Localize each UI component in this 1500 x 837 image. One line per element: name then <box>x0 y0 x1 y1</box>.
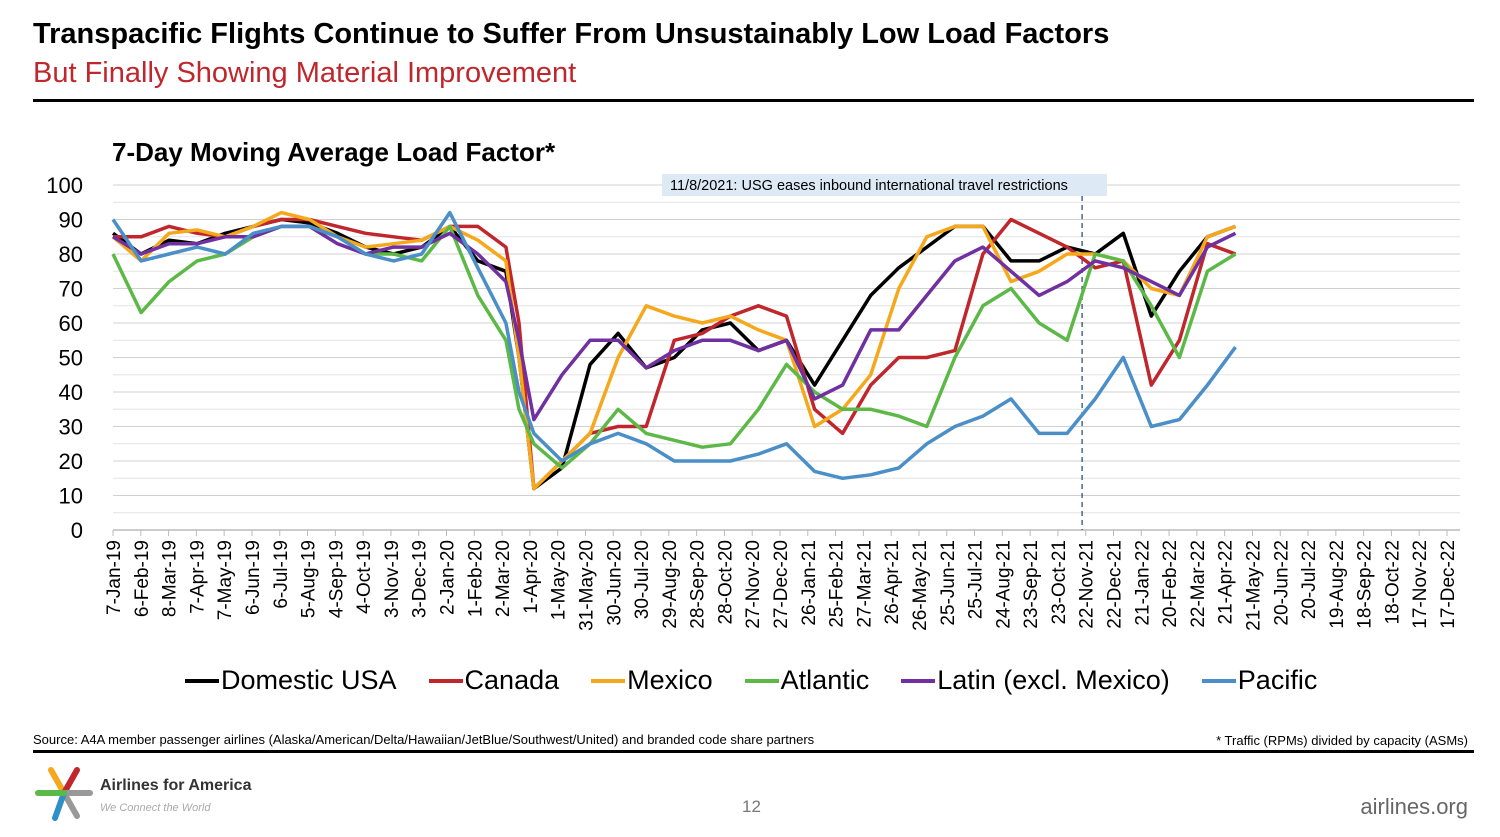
series-line-canada <box>113 217 1237 491</box>
legend-swatch <box>744 678 779 683</box>
x-tick-label: 3-Dec-19 <box>410 540 431 618</box>
x-tick-label: 30-Jun-20 <box>604 540 625 626</box>
x-tick-label: 26-Apr-21 <box>882 540 903 625</box>
website-link[interactable]: airlines.org <box>1360 794 1468 819</box>
y-tick-label: 60 <box>59 311 83 336</box>
x-tick-label: 17-Nov-22 <box>1410 540 1431 629</box>
series-line-mexico <box>111 210 1237 491</box>
x-tick-label: 2-Mar-20 <box>493 540 514 617</box>
footnote: * Traffic (RPMs) divided by capacity (AS… <box>1216 733 1468 748</box>
x-tick-label: 20-Jun-22 <box>1271 540 1292 626</box>
x-tick-label: 7-May-19 <box>215 540 236 620</box>
x-tick-label: 1-Apr-20 <box>521 540 542 614</box>
line-chart: 0 10 20 30 40 50 60 70 80 90 100 7-Jan-19 6-Feb-19 8-… <box>46 173 1460 631</box>
x-tick-label: 1-May-20 <box>549 540 570 620</box>
x-tick-label: 6-Feb-19 <box>132 540 153 617</box>
x-tick-label: 23-Sep-21 <box>1021 540 1042 629</box>
x-tick-label: 27-Dec-20 <box>771 540 792 629</box>
slide-subtitle: But Finally Showing Material Improvement <box>33 57 577 89</box>
x-tick-label: 8-Mar-19 <box>160 540 181 617</box>
legend-label: Domestic USA <box>221 665 397 695</box>
annotation-box <box>662 174 1107 196</box>
legend-item: Domestic USA <box>185 665 397 696</box>
y-tick-label: 20 <box>59 449 83 474</box>
x-tick-label: 2-Jan-20 <box>438 540 459 615</box>
x-tick-label: 21-Apr-22 <box>1216 540 1237 625</box>
legend-item: Latin (excl. Mexico) <box>901 665 1170 696</box>
x-tick-label: 26-Jan-21 <box>799 540 820 626</box>
x-tick-label: 4-Oct-19 <box>354 540 375 614</box>
x-tick-label: 18-Oct-22 <box>1382 540 1403 624</box>
x-tick-label: 17-Dec-22 <box>1438 540 1459 629</box>
y-tick-label: 30 <box>59 415 83 440</box>
brand-tagline: We Connect the World <box>100 802 211 814</box>
x-tick-label: 26-May-21 <box>910 540 931 631</box>
x-tick-label: 25-Jul-21 <box>966 540 987 619</box>
legend-label: Canada <box>464 665 560 695</box>
brand-name: Airlines for America <box>100 777 252 794</box>
y-tick-label: 80 <box>59 242 83 267</box>
y-tick-label: 40 <box>59 380 83 405</box>
x-tick-label: 21-Jan-22 <box>1132 540 1153 626</box>
x-tick-label: 7-Jan-19 <box>104 540 125 615</box>
x-tick-label: 22-Nov-21 <box>1077 540 1098 629</box>
series-line-pacific <box>111 210 1237 481</box>
x-tick-label: 31-May-20 <box>576 540 597 631</box>
x-tick-label: 28-Sep-20 <box>688 540 709 629</box>
y-tick-label: 100 <box>46 173 83 198</box>
x-tick-label: 25-Jun-21 <box>938 540 959 626</box>
x-tick-label: 27-Mar-21 <box>854 540 875 628</box>
legend-swatch <box>901 678 936 683</box>
x-tick-label: 22-Mar-22 <box>1188 540 1209 628</box>
x-tick-label: 20-Feb-22 <box>1160 540 1181 628</box>
airlines-for-america-logo <box>35 767 93 821</box>
x-tick-label: 22-Dec-21 <box>1105 540 1126 629</box>
x-tick-label: 19-Aug-22 <box>1327 540 1348 629</box>
legend-swatch <box>591 678 626 683</box>
x-tick-label: 24-Aug-21 <box>993 540 1014 629</box>
legend-label: Mexico <box>627 665 713 695</box>
x-tick-label: 4-Sep-19 <box>326 540 347 618</box>
y-tick-label: 10 <box>59 484 83 509</box>
footer-divider <box>33 750 1474 753</box>
x-tick-label: 7-Apr-19 <box>187 540 208 614</box>
series-line-domestic-usa <box>111 217 1237 491</box>
legend-item: Atlantic <box>744 665 870 696</box>
x-tick-label: 6-Jun-19 <box>243 540 264 615</box>
x-tick-label: 27-Nov-20 <box>743 540 764 629</box>
x-tick-label: 1-Feb-20 <box>465 540 486 617</box>
x-tick-label: 3-Nov-19 <box>382 540 403 618</box>
legend-swatch <box>428 678 463 683</box>
x-tick-label: 23-Oct-21 <box>1049 540 1070 624</box>
legend-label: Pacific <box>1237 665 1318 695</box>
legend-swatch <box>1201 678 1236 683</box>
y-tick-label: 70 <box>59 277 83 302</box>
legend-item: Canada <box>428 665 560 696</box>
y-tick-label: 50 <box>59 346 83 371</box>
chart-title: 7-Day Moving Average Load Factor* <box>112 137 556 167</box>
page-number: 12 <box>742 797 761 816</box>
x-tick-label: 29-Aug-20 <box>660 540 681 629</box>
annotation-text: 11/8/2021: USG eases inbound internation… <box>670 178 1068 194</box>
legend-label: Latin (excl. Mexico) <box>937 665 1170 695</box>
y-tick-label: 90 <box>59 208 83 233</box>
x-tick-label: 5-Aug-19 <box>299 540 320 618</box>
y-tick-label: 0 <box>71 518 83 543</box>
legend-item: Pacific <box>1201 665 1318 696</box>
x-tick-label: 20-Jul-22 <box>1299 540 1320 619</box>
x-tick-label: 6-Jul-19 <box>271 540 292 609</box>
x-tick-label: 21-May-22 <box>1243 540 1264 631</box>
x-tick-label: 25-Feb-21 <box>827 540 848 628</box>
chart-legend: Domestic USA Canada Mexico Atlantic Latin (e… <box>185 665 1317 696</box>
title-divider <box>33 99 1474 102</box>
legend-item: Mexico <box>591 665 713 696</box>
source-note: Source: A4A member passenger airlines (A… <box>33 732 815 747</box>
x-tick-label: 18-Sep-22 <box>1355 540 1376 629</box>
legend-swatch <box>185 678 219 683</box>
slide-title: Transpacific Flights Continue to Suffer … <box>33 18 1110 50</box>
x-tick-label: 28-Oct-20 <box>715 540 736 624</box>
x-tick-label: 30-Jul-20 <box>632 540 653 619</box>
legend-label: Atlantic <box>780 665 870 695</box>
